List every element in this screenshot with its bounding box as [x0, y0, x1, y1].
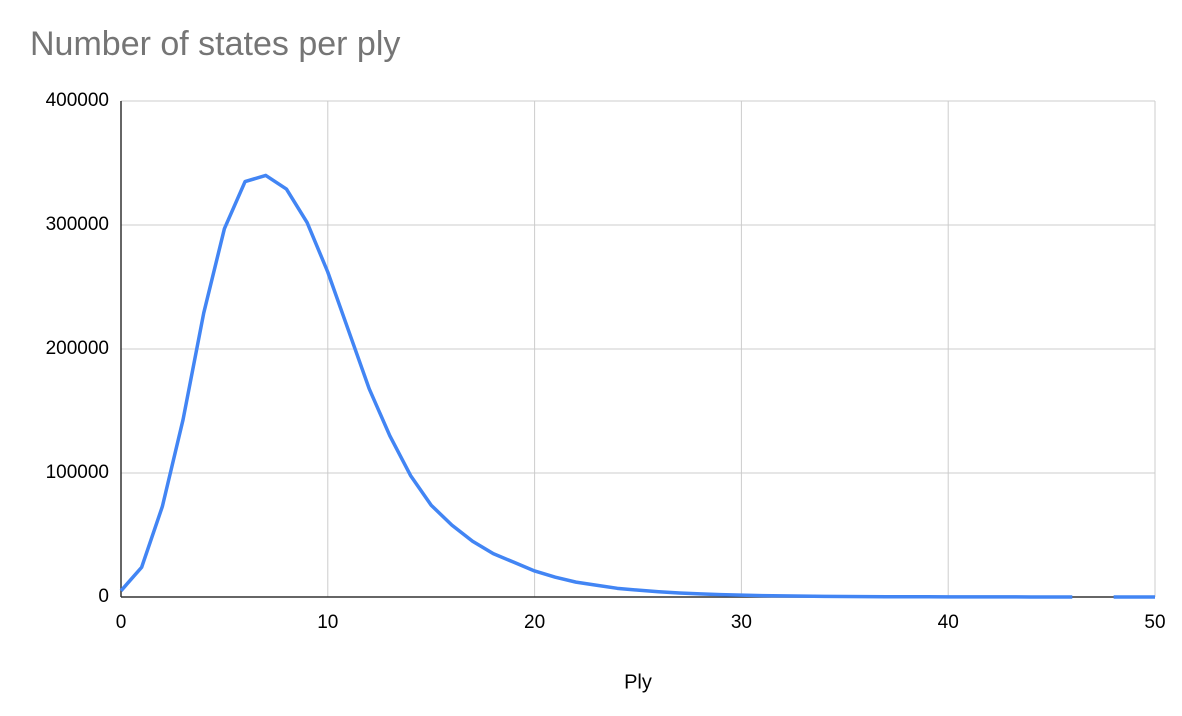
chart-title: Number of states per ply	[30, 25, 400, 63]
data-line	[119, 173, 1156, 599]
x-tick-label: 40	[938, 612, 959, 633]
y-tick-label: 0	[98, 586, 109, 607]
y-tick-label: 400000	[46, 90, 109, 111]
y-tick-label: 300000	[46, 214, 109, 235]
x-tick-label: 20	[524, 612, 545, 633]
x-tick-label: 30	[731, 612, 752, 633]
x-tick-label: 0	[116, 612, 127, 633]
y-tick-label: 100000	[46, 462, 109, 483]
x-axis-label: Ply	[624, 671, 652, 693]
y-tick-label: 200000	[46, 338, 109, 359]
x-tick-label: 50	[1144, 612, 1165, 633]
x-tick-label: 10	[317, 612, 338, 633]
